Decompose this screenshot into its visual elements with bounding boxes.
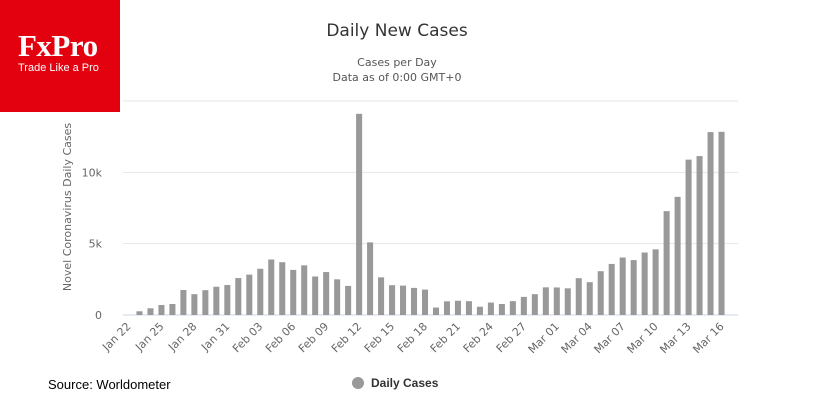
bar-feb-20[interactable]: [443, 301, 450, 315]
legend-item-daily-cases[interactable]: Daily Cases: [352, 376, 438, 390]
bar-mar-13[interactable]: [685, 159, 692, 315]
bar-mar-01[interactable]: [553, 287, 560, 315]
bar-mar-08[interactable]: [630, 260, 637, 315]
bar-feb-25[interactable]: [498, 304, 505, 315]
bar-feb-26[interactable]: [509, 301, 516, 315]
bar-mar-10[interactable]: [652, 249, 659, 315]
bar-feb-19[interactable]: [432, 307, 440, 315]
y-tick-label: 0: [95, 309, 102, 322]
bar-mar-16[interactable]: [718, 131, 725, 315]
bar-feb-10[interactable]: [334, 279, 341, 315]
chart-title: Daily New Cases: [326, 21, 468, 41]
bar-jan-27[interactable]: [180, 290, 187, 315]
x-tick-label: Feb 21: [428, 320, 463, 355]
x-tick-label: Mar 04: [559, 320, 595, 356]
bar-mar-14[interactable]: [696, 156, 703, 315]
x-tick-label: Mar 10: [625, 320, 661, 356]
bar-feb-18[interactable]: [421, 289, 429, 315]
bar-feb-14[interactable]: [378, 277, 385, 315]
x-tick-label: Jan 25: [132, 320, 166, 354]
bar-mar-11[interactable]: [663, 211, 670, 315]
y-axis-label: Novel Coronavirus Daily Cases: [61, 123, 74, 291]
bar-jan-26[interactable]: [169, 304, 176, 315]
x-tick-label: Feb 12: [329, 320, 364, 355]
x-tick-label: Jan 22: [99, 320, 133, 354]
bar-feb-12[interactable]: [356, 113, 363, 315]
x-tick-label: Mar 13: [657, 320, 693, 356]
legend-swatch: [352, 377, 364, 389]
chart-subtitle-line2: Data as of 0:00 GMT+0: [332, 71, 462, 84]
bar-feb-16[interactable]: [400, 285, 407, 315]
bar-feb-23[interactable]: [476, 306, 483, 315]
bar-mar-15[interactable]: [707, 132, 714, 315]
x-tick-label: Feb 06: [263, 320, 298, 355]
x-tick-label: Feb 09: [296, 320, 331, 355]
bar-feb-02[interactable]: [246, 274, 253, 315]
bar-mar-06[interactable]: [608, 263, 615, 315]
logo-tagline: Trade Like a Pro: [18, 62, 99, 74]
bar-feb-24[interactable]: [487, 302, 494, 315]
x-tick-label: Feb 15: [362, 320, 397, 355]
bar-feb-06[interactable]: [290, 269, 297, 315]
y-tick-label: 10k: [82, 166, 103, 179]
bar-feb-01[interactable]: [235, 278, 242, 315]
bar-mar-02[interactable]: [564, 288, 571, 315]
bar-jan-29[interactable]: [202, 290, 209, 315]
bar-feb-05[interactable]: [279, 262, 286, 315]
bar-feb-17[interactable]: [411, 287, 418, 315]
bar-feb-08[interactable]: [312, 276, 319, 315]
bar-mar-07[interactable]: [619, 257, 626, 315]
bar-feb-22[interactable]: [465, 301, 472, 315]
x-tick-label: Mar 07: [592, 320, 628, 356]
bar-feb-13[interactable]: [367, 242, 374, 315]
x-tick-label: Jan 28: [165, 320, 199, 354]
bar-feb-29[interactable]: [542, 287, 549, 315]
bar-feb-15[interactable]: [389, 285, 396, 315]
source-note: Source: Worldometer: [48, 377, 171, 392]
x-tick-label: Feb 24: [461, 320, 496, 355]
bar-feb-28[interactable]: [531, 294, 538, 315]
fxpro-logo: FxPro Trade Like a Pro: [0, 0, 120, 112]
bar-jan-25[interactable]: [158, 305, 165, 315]
y-axis-ticks: 0 5k 10k: [82, 166, 103, 322]
bar-mar-09[interactable]: [641, 252, 648, 315]
x-tick-label: Jan 31: [198, 320, 232, 354]
bar-feb-04[interactable]: [268, 259, 275, 315]
bar-jan-28[interactable]: [191, 294, 198, 315]
bar-feb-27[interactable]: [520, 296, 527, 315]
x-tick-label: Feb 18: [395, 320, 430, 355]
x-tick-label: Feb 27: [494, 320, 529, 355]
bar-mar-05[interactable]: [597, 271, 604, 315]
bar-mar-03[interactable]: [575, 278, 582, 315]
bar-jan-30[interactable]: [213, 286, 220, 315]
bar-jan-23[interactable]: [136, 311, 143, 315]
x-tick-label: Feb 03: [230, 320, 265, 355]
bar-jan-31[interactable]: [224, 285, 231, 315]
x-tick-label: Mar 01: [526, 320, 562, 356]
bar-feb-21[interactable]: [454, 300, 461, 315]
legend-label: Daily Cases: [371, 376, 439, 390]
bar-feb-11[interactable]: [345, 285, 352, 315]
chart-subtitle-line1: Cases per Day: [357, 56, 437, 69]
y-tick-label: 5k: [89, 238, 103, 251]
bar-layer: [136, 113, 725, 315]
x-tick-label: Mar 16: [690, 320, 726, 356]
logo-name: FxPro: [18, 28, 98, 63]
bar-mar-04[interactable]: [586, 282, 593, 315]
bar-mar-12[interactable]: [674, 196, 681, 315]
bar-feb-09[interactable]: [323, 272, 330, 315]
bar-feb-07[interactable]: [301, 265, 308, 315]
bar-jan-24[interactable]: [147, 308, 154, 315]
bar-feb-03[interactable]: [257, 268, 264, 315]
